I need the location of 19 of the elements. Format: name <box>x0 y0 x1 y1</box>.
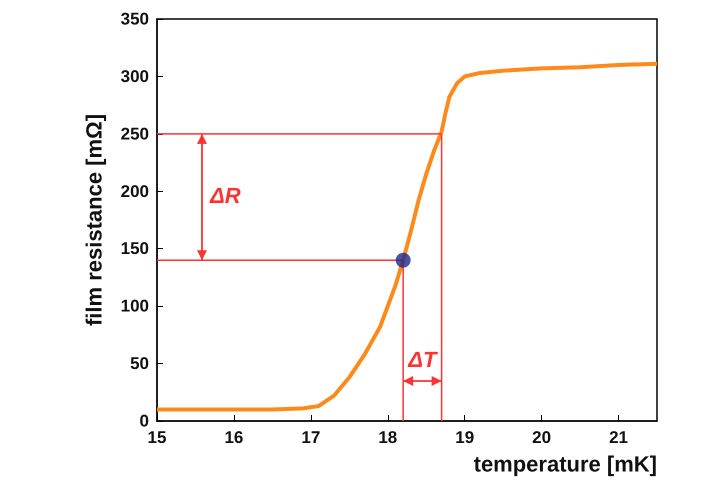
annotation: ΔT <box>407 346 438 372</box>
annotation: ΔR <box>209 182 241 208</box>
x-tick-label: 20 <box>532 428 552 447</box>
x-tick-label: 15 <box>148 428 166 447</box>
y-axis-title: film resistance [mΩ] <box>82 114 106 326</box>
y-tick-label: 100 <box>120 296 149 316</box>
x-tick-label: 21 <box>609 428 628 447</box>
y-tick-label: 350 <box>120 10 149 28</box>
x-tick-label: 18 <box>378 428 398 447</box>
y-tick-label: 250 <box>120 124 149 144</box>
x-axis-title: temperature [mK] <box>474 452 657 476</box>
y-tick-label: 150 <box>120 239 149 258</box>
x-tick-label: 17 <box>301 428 320 447</box>
y-tick-label: 300 <box>120 66 149 86</box>
x-tick-label: 19 <box>455 428 474 447</box>
y-tick-label: 0 <box>140 412 149 430</box>
y-tick-label: 200 <box>120 182 149 201</box>
x-tick-label: 16 <box>224 428 244 447</box>
y-tick-label: 50 <box>130 354 149 374</box>
